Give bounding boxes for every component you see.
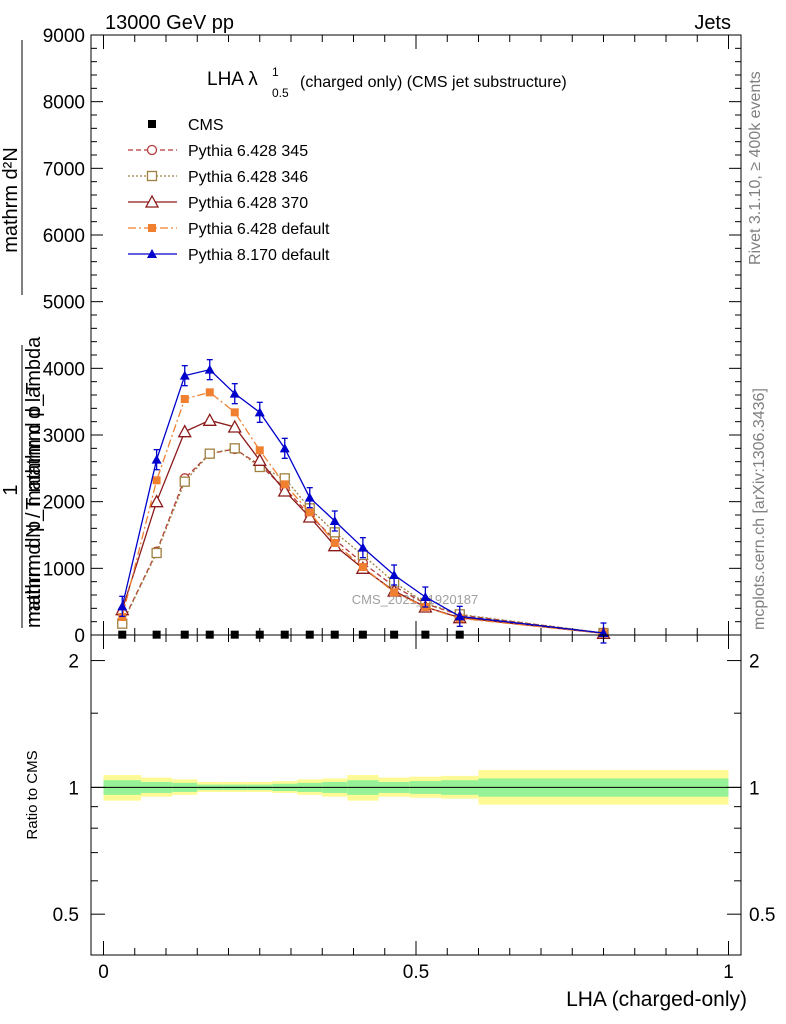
data-point [304, 492, 315, 502]
watermark: CMS_2021_I1920187 [352, 592, 479, 607]
data-point [152, 476, 161, 485]
ratio-x-ticks: 0 0.5 1 [98, 635, 734, 983]
y-tick-label: 2000 [43, 493, 85, 514]
data-point [252, 452, 267, 466]
data-point [454, 611, 465, 621]
legend-item-3: Pythia 6.428 370 [128, 194, 308, 212]
y-tick-label: 3000 [43, 426, 85, 447]
series-5 [117, 359, 609, 644]
rivet-label: Rivet 3.1.10, ≥ 400k events [747, 71, 764, 265]
legend-label: Pythia 6.428 346 [188, 169, 308, 186]
y-label-one: 1 [0, 484, 22, 495]
data-point [390, 588, 399, 597]
legend-label: Pythia 8.170 default [188, 247, 330, 264]
y-label-bottom: mathrm d p_T mathrm d lambda [23, 336, 45, 622]
ratio-y-tick-label: 0.5 [53, 905, 79, 926]
data-point [202, 412, 217, 426]
y-tick-label: 0 [74, 626, 85, 647]
ratio-y-tick-label-right: 2 [749, 652, 760, 673]
x-tick-label: 0 [98, 962, 109, 983]
main-y-axis-label: 1 mathrm d N / mathrm d p_T mathrm d²N m… [0, 40, 45, 628]
data-point [205, 388, 214, 397]
data-point [330, 539, 339, 547]
series-line [121, 368, 604, 634]
y-tick-label: 1000 [43, 559, 85, 580]
data-point [151, 454, 162, 464]
ratio-y-tick-label-right: 1 [749, 778, 760, 799]
main-y-ticks: 0 1000 2000 3000 4000 5000 6000 7000 8000 9000 [43, 26, 741, 647]
y-tick-label: 5000 [43, 293, 85, 314]
legend-item-2: Pythia 6.428 346 [128, 169, 308, 186]
data-point [230, 408, 239, 417]
data-point [204, 448, 215, 459]
chart-title-rest: (charged only) (CMS jet substructure) [300, 74, 567, 91]
data-point [302, 509, 317, 523]
legend-marker [148, 224, 156, 232]
data-point [204, 364, 215, 374]
data-point [358, 563, 367, 571]
data-point [179, 370, 190, 380]
data-point [420, 592, 431, 601]
data-point [229, 388, 240, 398]
ratio-y-tick-label: 2 [68, 652, 79, 673]
ratio-y-label: Ratio to CMS [24, 750, 41, 839]
legend-label: CMS [188, 117, 224, 134]
legend-marker [144, 194, 160, 208]
legend: CMS Pythia 6.428 345 Pythia 6.428 346 Pythi… [128, 117, 330, 264]
legend-marker [146, 170, 158, 182]
data-point [254, 407, 265, 417]
data-point [118, 613, 127, 621]
header-process: Jets [694, 12, 731, 34]
chart-title: LHA λ 1 0.5 (charged only) (CMS jet subs… [207, 65, 567, 100]
data-point [305, 508, 314, 517]
ratio-y-tick-label-right: 0.5 [749, 905, 775, 926]
legend-item-5: Pythia 8.170 default [128, 247, 330, 264]
chart-title-sub: 0.5 [272, 86, 289, 100]
data-point [229, 443, 240, 454]
y-tick-label: 7000 [43, 159, 85, 180]
chart-title-sup: 1 [272, 65, 279, 79]
legend-item-1: Pythia 6.428 345 [128, 143, 308, 160]
legend-label: Pythia 6.428 345 [188, 143, 308, 160]
data-point [149, 494, 164, 508]
legend-marker [146, 144, 158, 156]
data-point [179, 476, 190, 487]
legend-marker [148, 120, 156, 128]
data-point [227, 419, 242, 433]
legend-item-4: Pythia 6.428 default [128, 221, 330, 238]
data-point [255, 446, 264, 455]
legend-marker [147, 249, 157, 258]
x-axis-label: LHA (charged-only) [566, 988, 747, 1011]
mcplots-label: mcplots.cern.ch [arXiv:1306.3436] [751, 388, 768, 630]
legend-item-0: CMS [148, 117, 224, 134]
data-point [329, 516, 340, 525]
data-point [357, 542, 368, 552]
data-point [177, 424, 192, 438]
header-energy: 13000 GeV pp [105, 12, 234, 34]
data-point [151, 547, 162, 559]
data-point [280, 480, 289, 489]
legend-label: Pythia 6.428 default [188, 221, 330, 238]
ratio-y-ticks: 0.5 0.5 1 1 2 2 [53, 652, 776, 927]
y-tick-label: 9000 [43, 26, 85, 47]
data-point [279, 443, 290, 453]
legend-label: Pythia 6.428 370 [188, 195, 308, 212]
x-tick-label: 1 [723, 962, 734, 983]
ratio-y-tick-label: 1 [68, 778, 79, 799]
data-point [180, 395, 189, 403]
y-tick-label: 8000 [43, 93, 85, 114]
x-tick-label: 0.5 [403, 962, 429, 983]
data-point [277, 483, 292, 497]
y-label-den: mathrm d N / mathrm d p_T [23, 382, 45, 628]
series-line [121, 391, 604, 634]
y-tick-label: 4000 [43, 359, 85, 380]
chart-title-main: LHA λ [207, 69, 258, 90]
data-point [389, 570, 400, 579]
data-point [117, 601, 128, 611]
main-x-ticks [103, 35, 729, 635]
y-label-top: mathrm d²N [0, 147, 22, 253]
y-tick-label: 6000 [43, 226, 85, 247]
series-line [121, 448, 604, 634]
